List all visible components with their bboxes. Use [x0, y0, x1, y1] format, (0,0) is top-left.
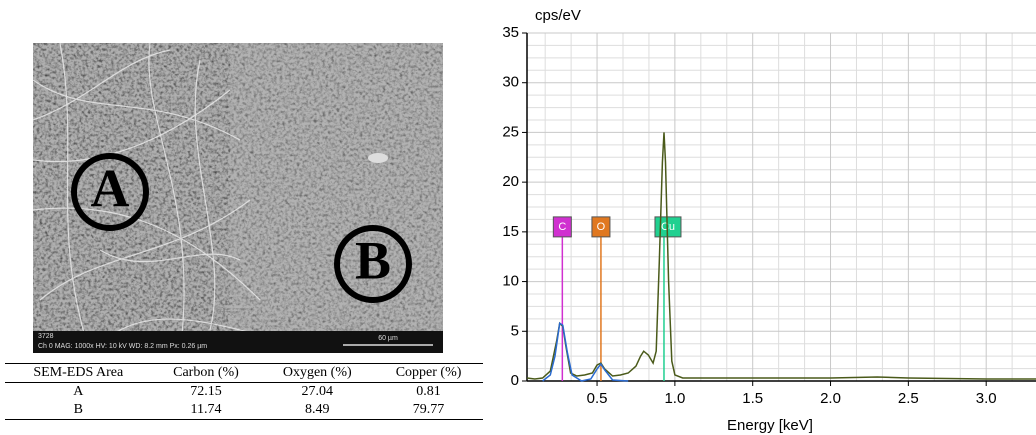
y-tick-label: 0 — [511, 372, 519, 389]
element-box — [552, 216, 572, 238]
area-label: A — [91, 158, 130, 218]
y-tick-label: 15 — [502, 223, 519, 240]
table-cell: 79.77 — [412, 402, 445, 417]
x-tick-label: 2.0 — [820, 390, 841, 407]
x-tick-label: 1.0 — [664, 390, 685, 407]
y-tick-label: 5 — [511, 322, 519, 339]
x-tick-label: 1.5 — [742, 390, 763, 407]
table-cell: 8.49 — [305, 402, 330, 417]
x-axis-title: Energy [keV] — [727, 417, 813, 434]
element-label: O — [597, 221, 606, 233]
table-cell: 72.15 — [190, 384, 222, 399]
x-tick-label: 0.5 — [587, 390, 608, 407]
composition-table: SEM-EDS Area Carbon (%) Oxygen (%) Copper (… — [5, 363, 483, 420]
table-cell: B — [73, 402, 83, 417]
table-cell: 27.04 — [301, 384, 334, 399]
spectrum-line — [542, 322, 629, 382]
table-row: A 72.15 27.04 0.81 — [5, 383, 483, 402]
column-header: SEM-EDS Area — [33, 365, 124, 380]
column-header: Copper (%) — [395, 365, 462, 380]
image-info: Ch 0 MAG: 1000x HV: 10 kV WD: 8.2 mm Px:… — [38, 343, 207, 350]
element-label: Cu — [661, 221, 675, 233]
table-cell: A — [73, 384, 84, 399]
y-tick-label: 35 — [502, 24, 519, 41]
x-tick-label: 3.0 — [976, 390, 997, 407]
sem-image: A B 3728 Ch 0 MAG: 1000x HV: 10 kV WD: 8… — [33, 43, 443, 353]
table-row: B 11.74 8.49 79.77 — [5, 401, 483, 420]
area-label: B — [355, 230, 391, 290]
spectrum-chart: cps/eV Energy [keV] 0 5 10 15 20 25 30 35 0.5 1.0… — [502, 7, 1036, 434]
y-tick-label: 25 — [502, 123, 519, 140]
scale-bar: 60 µm — [378, 335, 398, 342]
element-box — [591, 216, 611, 238]
y-tick-label: 20 — [502, 173, 519, 190]
table-cell: 11.74 — [190, 402, 222, 417]
y-tick-label: 10 — [502, 273, 519, 290]
column-header: Oxygen (%) — [282, 365, 352, 380]
column-header: Carbon (%) — [173, 365, 239, 380]
table-cell: 0.81 — [416, 384, 441, 399]
frame-id: 3728 — [38, 333, 54, 340]
x-tick-label: 2.5 — [898, 390, 919, 407]
element-label: C — [558, 221, 566, 233]
y-tick-label: 30 — [502, 74, 519, 91]
y-axis-title: cps/eV — [535, 7, 581, 24]
